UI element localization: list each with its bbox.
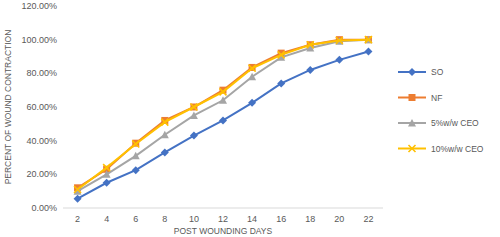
point (219, 116, 227, 124)
point (277, 79, 285, 87)
point (161, 148, 169, 156)
x-tick-label: 20 (334, 214, 344, 224)
x-tick-label: 10 (189, 214, 199, 224)
x-axis-title: POST WOUNDING DAYS (174, 226, 273, 236)
point (306, 66, 314, 74)
tick-mark (60, 73, 63, 74)
point (103, 164, 110, 171)
point (307, 41, 314, 48)
point (248, 73, 256, 81)
legend-marker (409, 145, 416, 152)
y-tick-label: 60.00% (26, 102, 57, 112)
point (249, 65, 256, 72)
y-tick-label: 20.00% (26, 169, 57, 179)
x-tick-label: 4 (104, 214, 109, 224)
x-tick-label: 12 (218, 214, 228, 224)
plot-area (74, 36, 373, 203)
x-tick-label: 18 (305, 214, 315, 224)
point (336, 37, 343, 44)
point (132, 152, 140, 160)
legend-marker (408, 68, 416, 76)
point (248, 99, 256, 107)
y-tick-label: 100.00% (21, 35, 57, 45)
point (161, 131, 169, 139)
point (335, 56, 343, 64)
point (219, 96, 227, 104)
legend-label: SO (431, 67, 444, 77)
x-tick-label: 6 (133, 214, 138, 224)
y-tick-label: 0.00% (31, 203, 57, 213)
tick-mark (60, 174, 63, 175)
point (132, 166, 140, 174)
x-tick-label: 22 (363, 214, 373, 224)
x-tick-label: 16 (276, 214, 286, 224)
point (190, 132, 198, 140)
tick-mark (60, 6, 63, 7)
x-tick-label: 2 (75, 214, 80, 224)
point (190, 111, 198, 119)
point (74, 195, 82, 203)
series-line (78, 40, 369, 192)
point (190, 104, 197, 111)
series-line (78, 51, 369, 198)
series-line (78, 40, 369, 190)
legend-marker (408, 119, 416, 127)
y-tick-label: 40.00% (26, 136, 57, 146)
legend-label: NF (431, 93, 442, 103)
point (278, 51, 285, 58)
legend: SO NF 5%w/w CEO 10%w/w CEO (398, 67, 484, 154)
tick-mark (60, 39, 63, 40)
point (74, 186, 81, 193)
point (103, 179, 111, 187)
chart: 0.00% 20.00% 40.00% 60.00% 80.00% 100.00% 120.… (0, 0, 500, 237)
y-tick-label: 80.00% (26, 68, 57, 78)
point (220, 88, 227, 95)
point (190, 104, 197, 111)
y-axis-title: PERCENT OF WOUND CONTRACTION (3, 30, 13, 185)
legend-marker (409, 94, 416, 101)
x-tick-label: 8 (162, 214, 167, 224)
tick-mark (60, 107, 63, 108)
point (365, 36, 372, 43)
legend-label: 10%w/w CEO (431, 144, 484, 154)
point (132, 141, 139, 148)
point (364, 47, 372, 55)
legend-label: 5%w/w CEO (431, 118, 479, 128)
point (161, 119, 168, 126)
x-axis (63, 208, 383, 209)
tick-mark (60, 140, 63, 141)
y-tick-label: 120.00% (21, 1, 57, 11)
x-tick-label: 14 (247, 214, 257, 224)
tick-mark (60, 208, 63, 209)
